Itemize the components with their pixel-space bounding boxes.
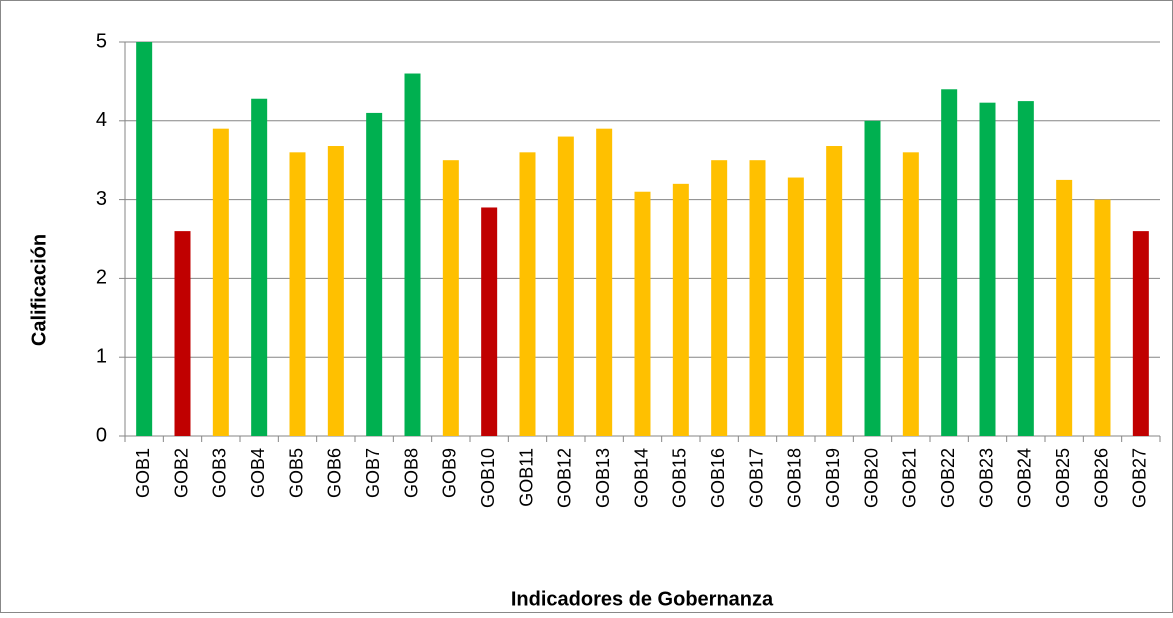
bar — [327, 146, 344, 437]
x-tick-label: GOB4 — [248, 448, 268, 498]
bar — [519, 152, 536, 436]
bar — [136, 42, 153, 436]
x-tick-label: GOB22 — [938, 448, 958, 508]
bar — [672, 183, 689, 436]
y-tick-label: 0 — [96, 424, 107, 446]
bar — [404, 73, 421, 437]
x-tick-label: GOB16 — [708, 448, 728, 508]
y-tick-label: 4 — [96, 109, 107, 131]
bar — [174, 231, 191, 436]
y-axis-title: Calificación — [28, 234, 50, 346]
x-tick-label: GOB13 — [593, 448, 613, 508]
x-tick-label: GOB10 — [478, 448, 498, 508]
bar — [366, 112, 383, 437]
bar — [481, 207, 498, 436]
bar — [557, 136, 574, 436]
y-tick-label: 3 — [96, 188, 107, 210]
bar — [749, 160, 766, 436]
x-tick-label: GOB25 — [1053, 448, 1073, 508]
x-tick-label: GOB17 — [746, 448, 766, 508]
bar — [864, 120, 881, 437]
bar — [1094, 199, 1111, 436]
x-tick-label: GOB23 — [976, 448, 996, 508]
bar — [979, 102, 996, 437]
bar — [826, 146, 843, 437]
y-tick-label: 5 — [96, 30, 107, 52]
bar — [902, 152, 919, 436]
x-tick-label: GOB7 — [363, 448, 383, 498]
x-tick-label: GOB5 — [286, 448, 306, 498]
x-tick-label: GOB2 — [171, 448, 191, 498]
bar — [634, 191, 651, 436]
x-tick-label: GOB6 — [325, 448, 345, 498]
bar — [787, 177, 804, 436]
bar — [1017, 101, 1034, 436]
x-tick-label: GOB24 — [1015, 448, 1035, 508]
bar — [1132, 231, 1149, 436]
x-tick-label: GOB26 — [1091, 448, 1111, 508]
x-tick-label: GOB15 — [670, 448, 690, 508]
x-tick-label: GOB14 — [631, 448, 651, 508]
bar — [251, 98, 268, 437]
x-tick-label: GOB11 — [516, 448, 536, 507]
x-tick-label: GOB3 — [210, 448, 230, 498]
y-tick-label: 1 — [96, 345, 107, 367]
bar — [212, 128, 229, 436]
bar — [711, 160, 728, 436]
x-tick-label: GOB9 — [440, 448, 460, 498]
x-tick-label: GOB21 — [900, 448, 920, 508]
bar — [442, 160, 459, 436]
x-tick-label: GOB27 — [1130, 448, 1150, 508]
x-tick-label: GOB12 — [555, 448, 575, 508]
y-tick-label: 2 — [96, 267, 107, 289]
x-tick-label: GOB20 — [861, 448, 881, 508]
x-axis-title: Indicadores de Gobernanza — [511, 588, 774, 610]
bar — [289, 152, 306, 436]
bar — [596, 128, 613, 436]
x-tick-label: GOB18 — [785, 448, 805, 508]
x-tick-label: GOB1 — [133, 448, 153, 498]
bar — [1056, 179, 1073, 436]
x-tick-label: GOB8 — [401, 448, 421, 498]
bar — [941, 89, 958, 436]
x-tick-label: GOB19 — [823, 448, 843, 508]
